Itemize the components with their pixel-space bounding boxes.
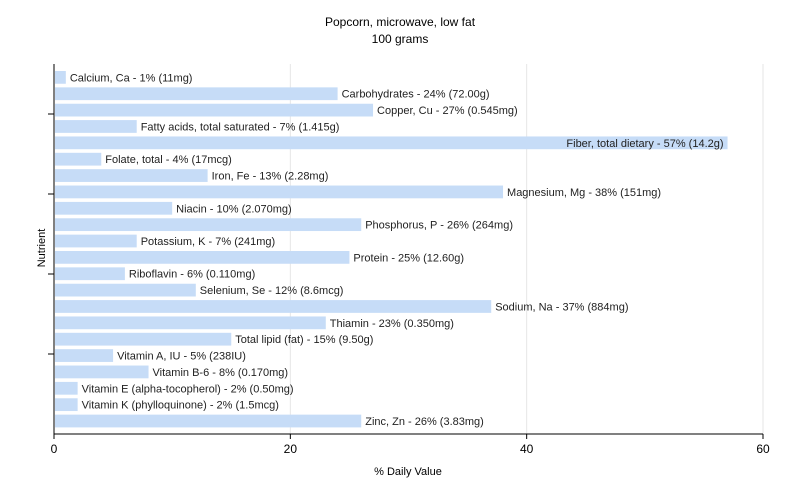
- bar: [55, 381, 78, 395]
- bar-label: Fiber, total dietary - 57% (14.2g): [566, 138, 723, 150]
- bar: [55, 103, 374, 117]
- bar: [55, 398, 78, 412]
- bar-label: Selenium, Se - 12% (8.6mcg): [200, 285, 344, 297]
- bar-label: Fatty acids, total saturated - 7% (1.415…: [141, 121, 340, 133]
- bar: [55, 201, 173, 215]
- bar-label: Protein - 25% (12.60g): [353, 252, 464, 264]
- bar: [55, 283, 196, 297]
- x-tick-label: 40: [520, 442, 534, 456]
- grid-lines: [289, 64, 764, 434]
- bar: [55, 251, 350, 264]
- bar-label: Riboflavin - 6% (0.110mg): [129, 269, 255, 281]
- bar-label: Sodium, Na - 37% (884mg): [495, 301, 628, 313]
- chart-title: Popcorn, microwave, low fat: [324, 15, 476, 29]
- bar-label: Vitamin A, IU - 5% (238IU): [117, 351, 246, 363]
- bar-label: Total lipid (fat) - 15% (9.50g): [235, 334, 373, 346]
- bar: [55, 120, 137, 133]
- bars-group: [55, 71, 728, 428]
- bar: [55, 316, 326, 330]
- bar: [55, 71, 66, 84]
- bar: [55, 169, 208, 182]
- bar: [55, 332, 232, 346]
- bar-label: Phosphorus, P - 26% (264mg): [365, 220, 513, 232]
- y-axis-label: Nutrient: [36, 228, 48, 268]
- bar-label: Vitamin E (alpha-tocopherol) - 2% (0.50m…: [82, 383, 294, 395]
- bar: [55, 136, 728, 150]
- bar-label: Thiamin - 23% (0.350mg): [330, 318, 454, 330]
- bar: [55, 234, 137, 248]
- bar: [55, 185, 504, 199]
- bar: [55, 152, 102, 166]
- bar: [55, 267, 125, 281]
- x-tick-label: 20: [284, 442, 298, 456]
- x-tick-label: 0: [51, 442, 58, 456]
- bar: [55, 365, 149, 379]
- x-axis-label: % Daily Value: [374, 466, 442, 478]
- bar: [55, 218, 362, 232]
- bar-label: Vitamin K (phylloquinone) - 2% (1.5mcg): [82, 400, 279, 412]
- bar-label: Carbohydrates - 24% (72.00g): [342, 89, 490, 101]
- bar: [55, 87, 338, 101]
- bar-label: Iron, Fe - 13% (2.28mg): [212, 171, 329, 183]
- bar-label: Niacin - 10% (2.070mg): [176, 203, 292, 215]
- bar: [55, 349, 114, 362]
- bar-label: Copper, Cu - 27% (0.545mg): [377, 105, 518, 117]
- bar-label: Vitamin B-6 - 8% (0.170mg): [153, 367, 289, 379]
- bar: [55, 300, 492, 313]
- bar-labels-group: Calcium, Ca - 1% (11mg) Carbohydrates - 2…: [70, 72, 724, 428]
- axes-group: 0 20 40 60: [48, 64, 770, 456]
- bar: [55, 414, 362, 428]
- x-tick-label: 60: [756, 442, 770, 456]
- bar-label: Calcium, Ca - 1% (11mg): [70, 72, 193, 84]
- bar-label: Folate, total - 4% (17mcg): [105, 154, 232, 166]
- bar-label: Zinc, Zn - 26% (3.83mg): [365, 416, 484, 428]
- bar-label: Potassium, K - 7% (241mg): [141, 236, 276, 248]
- bar-label: Magnesium, Mg - 38% (151mg): [507, 187, 661, 199]
- chart-subtitle: 100 grams: [371, 32, 429, 46]
